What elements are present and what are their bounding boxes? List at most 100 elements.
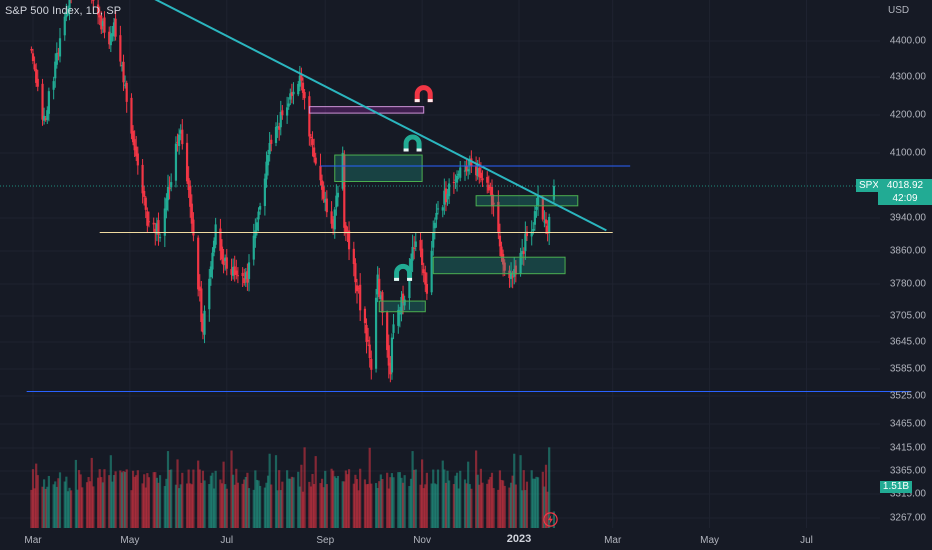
- candle-body: [255, 222, 259, 231]
- volume-bar: [346, 474, 349, 528]
- volume-bar: [114, 471, 117, 528]
- candle-body: [189, 185, 192, 207]
- volume-bar: [74, 459, 77, 528]
- candle-body: [230, 268, 233, 275]
- candle-body: [301, 82, 305, 93]
- volume-bar: [374, 483, 378, 528]
- volume-bar: [479, 468, 482, 528]
- candle-body: [446, 193, 449, 200]
- volume-bar: [379, 474, 382, 528]
- volume-bar: [90, 457, 93, 528]
- candle-body: [476, 168, 479, 177]
- candle-body: [108, 31, 111, 45]
- candle-body: [457, 173, 460, 176]
- candle-body: [33, 64, 36, 70]
- volume-bar: [144, 487, 147, 528]
- candle-body: [530, 231, 533, 237]
- candle-body: [379, 295, 382, 300]
- candle-body: [178, 134, 181, 146]
- candle-body: [463, 170, 467, 172]
- volume-bar: [403, 475, 406, 528]
- time-axis-tick: Jul: [220, 535, 234, 546]
- candle-body: [198, 286, 201, 291]
- candle-body: [211, 252, 214, 270]
- volume-bar: [320, 478, 324, 528]
- candle-body: [475, 166, 478, 176]
- volume-bar: [178, 488, 181, 528]
- candle-body: [287, 103, 290, 107]
- volume-bar: [446, 470, 449, 528]
- time-axis-tick: Sep: [316, 535, 335, 546]
- price-axis-tick: 3705.00: [889, 310, 926, 322]
- volume-bar: [436, 469, 440, 528]
- volume-bar: [279, 490, 282, 528]
- volume-bar: [470, 488, 473, 528]
- volume-bar: [489, 476, 492, 528]
- volume-bar: [89, 481, 92, 528]
- candle-body: [92, 0, 95, 1]
- candle-body: [522, 251, 525, 254]
- candle-body: [168, 187, 171, 190]
- candle-body: [166, 186, 170, 201]
- volume-bar: [335, 478, 338, 528]
- magnet-tip: [394, 277, 400, 281]
- volume-bar: [514, 484, 517, 528]
- candle-body: [368, 344, 371, 358]
- drawings[interactable]: [0, 0, 912, 392]
- candle-body: [209, 266, 212, 278]
- candle-body: [367, 340, 370, 342]
- volume-bar: [336, 475, 340, 528]
- volume-bar: [487, 479, 490, 528]
- volume-bar: [530, 470, 533, 528]
- magnet-icon: [414, 85, 433, 103]
- volume-bar: [511, 475, 514, 528]
- volume-bar: [208, 484, 211, 528]
- candles: [30, 0, 556, 383]
- volume-bar: [459, 470, 462, 528]
- candle-body: [452, 181, 455, 183]
- candle-body: [433, 222, 436, 229]
- volume-bar: [490, 472, 494, 528]
- candle-body: [357, 287, 360, 289]
- candle-body: [363, 308, 367, 324]
- volume-bar: [535, 476, 538, 528]
- candle-body: [524, 233, 527, 252]
- price-axis-tick: 3860.00: [889, 245, 926, 257]
- volume-bar: [65, 476, 68, 528]
- candle-body: [343, 154, 346, 228]
- candle-body: [370, 358, 373, 370]
- candle-body: [413, 247, 416, 250]
- candle-body: [336, 192, 340, 198]
- candle-body: [55, 52, 58, 65]
- candle-body: [157, 220, 160, 235]
- candle-body: [254, 230, 257, 239]
- candle-body: [263, 178, 266, 206]
- volume-bar: [457, 488, 460, 528]
- volume-bar: [525, 481, 529, 528]
- candle-body: [144, 197, 147, 210]
- volume-bar: [308, 481, 311, 528]
- candle-body: [365, 324, 368, 342]
- volume-bar: [263, 487, 266, 528]
- candle-body: [332, 219, 335, 229]
- candle-body: [309, 136, 313, 139]
- volume-bar: [309, 486, 313, 528]
- candle-body: [397, 309, 400, 326]
- volume-bar: [325, 484, 328, 528]
- volume-bar: [219, 479, 222, 528]
- volume-bar: [409, 478, 413, 528]
- volume-bar: [76, 489, 79, 528]
- candle-body: [63, 16, 66, 36]
- candle-body: [376, 274, 379, 295]
- candle-body: [58, 38, 62, 57]
- volume-bar: [57, 478, 60, 528]
- volume-bar: [243, 479, 246, 528]
- candle-body: [232, 266, 235, 276]
- flash-icon[interactable]: [543, 512, 558, 527]
- volume-bar: [255, 479, 259, 528]
- volume-bar: [168, 469, 171, 528]
- candle-body: [109, 33, 112, 46]
- candle-body: [244, 272, 247, 280]
- volume-bar: [108, 475, 111, 528]
